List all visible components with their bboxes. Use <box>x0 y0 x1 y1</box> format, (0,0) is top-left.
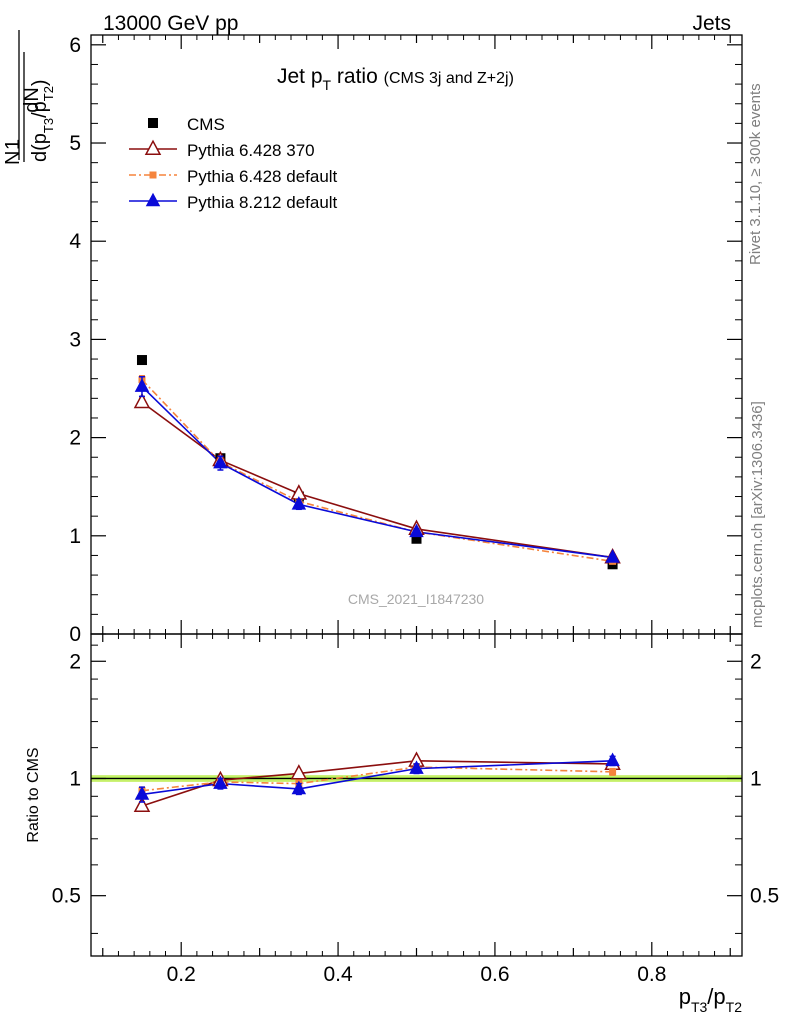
ratio-y-axis-title: Ratio to CMS <box>25 747 42 842</box>
y-tick-label: 1 <box>69 767 81 790</box>
svg-text:1: 1 <box>2 139 24 150</box>
x-axis-title: pT3/pT2 <box>679 984 743 1015</box>
mcplots-label: mcplots.cern.ch [arXiv:1306.3436] <box>749 401 766 628</box>
header-left: 13000 GeV pp <box>103 12 238 35</box>
svg-text:N: N <box>2 151 24 165</box>
y-tick-label: 0.5 <box>52 885 81 908</box>
y-tick-label: 1 <box>69 525 81 548</box>
series-line <box>141 379 613 563</box>
legend-label: Pythia 6.428 default <box>187 167 338 186</box>
main-panel: 0 1 2 3 4 5 6 <box>69 34 743 646</box>
legend-marker <box>149 171 157 179</box>
data-point-cms <box>411 533 422 544</box>
y-tick-label: 3 <box>69 328 81 351</box>
analysis-watermark: CMS_2021_I1847230 <box>348 591 484 607</box>
ratio-point-pythia6-370 <box>133 796 151 813</box>
ratio-series-line <box>141 766 613 792</box>
ratio-point-pythia8 <box>605 752 620 767</box>
svg-text:dN: dN <box>21 87 43 113</box>
legend-entry: Pythia 8.212 default <box>129 192 338 212</box>
x-tick-label: 0.8 <box>637 963 666 986</box>
legend-entry: Pythia 6.428 default <box>129 167 338 186</box>
header-right: Jets <box>692 12 731 35</box>
legend: CMS Pythia 6.428 370 Pythia 6.428 default P… <box>129 115 338 212</box>
ratio-point-pythia8 <box>409 760 424 774</box>
ratio-point-pythia8 <box>134 786 150 800</box>
ratio-panel: 0.2 0.4 0.6 0.8 0.5 0.5 1 1 2 2 <box>52 633 779 986</box>
y-tick-label: 5 <box>69 132 81 155</box>
ratio-point-pythia6-370 <box>290 764 308 780</box>
data-point-pythia8 <box>134 378 150 392</box>
data-point-pythia8 <box>291 496 307 510</box>
data-point-pythia8 <box>409 523 424 538</box>
legend-label: CMS <box>187 115 225 134</box>
y-tick-label-right: 2 <box>750 650 762 673</box>
main-title: Jet pT ratio (CMS 3j and Z+2j) <box>277 65 514 93</box>
legend-label: Pythia 8.212 default <box>187 193 338 212</box>
ratio-point-pythia8 <box>291 780 307 795</box>
legend-label: Pythia 6.428 370 <box>187 141 315 160</box>
legend-entry: Pythia 6.428 370 <box>129 139 315 160</box>
x-tick-label: 0.4 <box>323 963 353 986</box>
data-point-cms <box>136 355 147 366</box>
y-tick-label: 0 <box>69 623 81 646</box>
rivet-label: Rivet 3.1.10, ≥ 300k events <box>747 83 764 265</box>
legend-marker <box>144 139 162 156</box>
y-tick-label: 4 <box>69 230 81 253</box>
y-tick-label-right: 1 <box>750 767 762 790</box>
legend-entry: CMS <box>148 115 225 134</box>
legend-marker <box>145 192 161 207</box>
main-y-axis-title: dN 1 N d(pT3/pT2) <box>2 30 56 165</box>
data-point-pythia8 <box>605 549 620 563</box>
data-point-pythia8 <box>213 454 228 469</box>
ratio-point-pythia6-default <box>609 768 617 776</box>
y-tick-label-right: 0.5 <box>750 885 779 908</box>
y-tick-label: 2 <box>69 427 81 450</box>
ratio-frame <box>90 633 743 957</box>
ratio-point-pythia8 <box>213 775 228 789</box>
x-tick-label: 0.6 <box>480 963 509 986</box>
series-line <box>141 401 613 559</box>
y-tick-label: 2 <box>69 650 81 673</box>
series-line <box>141 385 613 559</box>
data-point-pythia6-370 <box>133 392 151 409</box>
legend-marker-cms <box>148 118 158 128</box>
y-tick-label: 6 <box>69 34 81 57</box>
x-tick-label: 0.2 <box>167 963 196 986</box>
